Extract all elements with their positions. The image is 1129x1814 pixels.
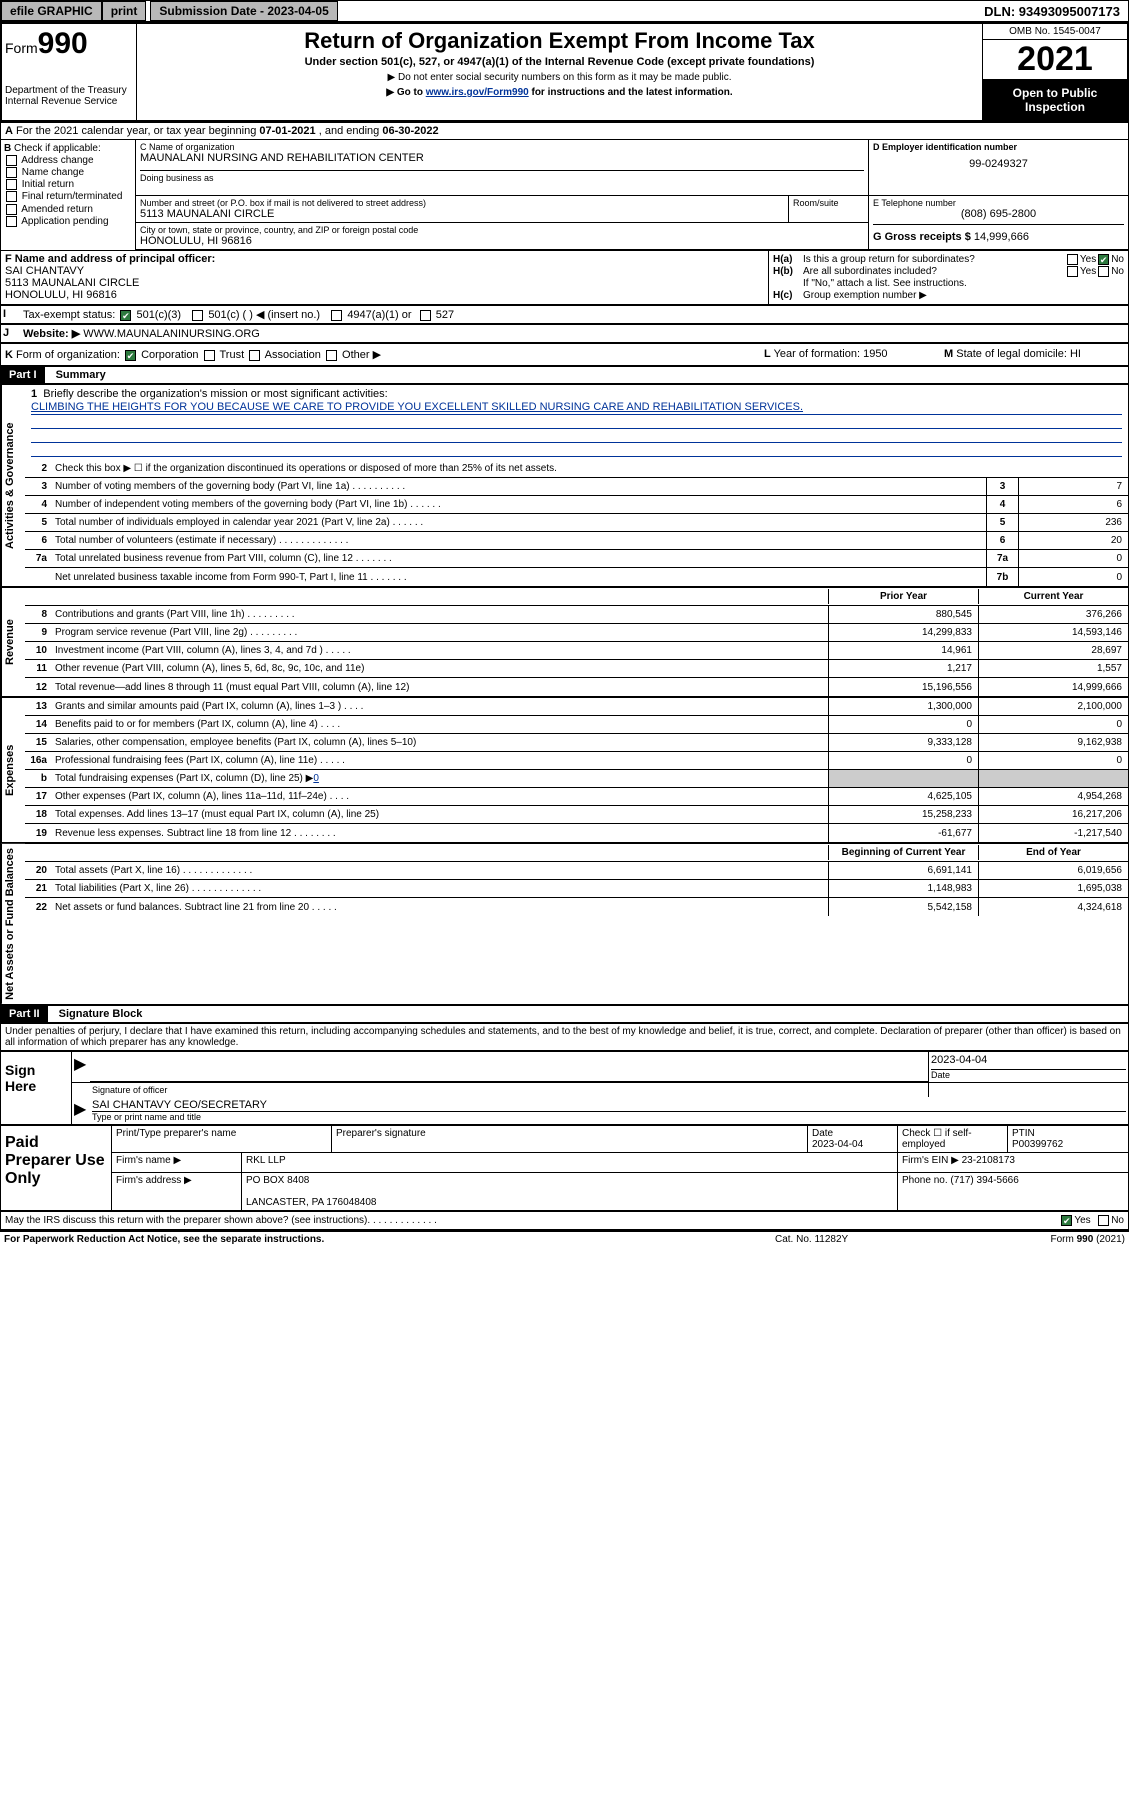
dba-label: Doing business as — [140, 173, 864, 183]
org-name: MAUNALANI NURSING AND REHABILITATION CEN… — [140, 152, 864, 164]
col-f: F Name and address of principal officer:… — [1, 251, 768, 304]
chk-501c3[interactable]: ✔ — [120, 310, 131, 321]
footer: For Paperwork Reduction Act Notice, see … — [0, 1230, 1129, 1247]
form-note1: ▶ Do not enter social security numbers o… — [141, 72, 978, 83]
ein-label: D Employer identification number — [873, 142, 1124, 152]
phone-value: (808) 695-2800 — [873, 208, 1124, 220]
c-addr-row: Number and street (or P.O. box if mail i… — [136, 196, 1128, 250]
mission-text: CLIMBING THE HEIGHTS FOR YOU BECAUSE WE … — [31, 400, 1122, 415]
header-right: OMB No. 1545-0047 2021 Open to Public In… — [982, 24, 1127, 120]
website-value: WWW.MAUNALANINURSING.ORG — [83, 328, 260, 340]
side-exp: Expenses — [1, 698, 25, 842]
submission-date: Submission Date - 2023-04-05 — [150, 1, 337, 21]
chk-final[interactable] — [6, 191, 17, 202]
chk-527[interactable] — [420, 310, 431, 321]
col-b: B Check if applicable: Address change Na… — [1, 140, 136, 250]
discuss-no[interactable] — [1098, 1215, 1109, 1226]
chk-trust[interactable] — [204, 350, 215, 361]
gross-label: G Gross receipts $ — [873, 231, 974, 243]
print-button[interactable]: print — [102, 1, 147, 21]
ha-yes[interactable] — [1067, 254, 1078, 265]
form-990: 990 — [38, 27, 88, 60]
col-h: H(a)Is this a group return for subordina… — [768, 251, 1128, 304]
header-left: Form990 Department of the Treasury Inter… — [2, 24, 137, 120]
addr-label: Number and street (or P.O. box if mail i… — [140, 198, 784, 208]
city-label: City or town, state or province, country… — [140, 225, 864, 235]
revenue-section: Revenue Prior YearCurrent Year 8Contribu… — [0, 587, 1129, 697]
side-ag: Activities & Governance — [1, 385, 25, 586]
gross-value: 14,999,666 — [974, 231, 1029, 243]
paid-preparer-block: Paid Preparer Use Only Print/Type prepar… — [0, 1125, 1129, 1211]
chk-amended[interactable] — [6, 204, 17, 215]
tax-year: 2021 — [983, 40, 1127, 80]
part-i-header: Part I Summary — [0, 366, 1129, 384]
block-b-to-g: B Check if applicable: Address change Na… — [0, 140, 1129, 250]
open-public: Open to Public Inspection — [983, 80, 1127, 120]
sign-date: 2023-04-04 — [931, 1054, 1126, 1070]
row-i: I Tax-exempt status: ✔ 501(c)(3) 501(c) … — [0, 305, 1129, 324]
row-k-l-m: K Form of organization: ✔ Corporation Tr… — [0, 343, 1129, 366]
side-rev: Revenue — [1, 588, 25, 696]
omb-number: OMB No. 1545-0047 — [983, 24, 1127, 40]
paid-label: Paid Preparer Use Only — [1, 1126, 111, 1210]
form-title: Return of Organization Exempt From Incom… — [141, 28, 978, 54]
part-ii-header: Part II Signature Block — [0, 1005, 1129, 1023]
form-note2: ▶ Go to www.irs.gov/Form990 for instruct… — [141, 87, 978, 98]
city-value: HONOLULU, HI 96816 — [140, 235, 864, 247]
ha-no[interactable]: ✔ — [1098, 254, 1109, 265]
row-a: A For the 2021 calendar year, or tax yea… — [0, 122, 1129, 140]
form-subtitle: Under section 501(c), 527, or 4947(a)(1)… — [141, 56, 978, 68]
officer-addr: 5113 MAUNALANI CIRCLE — [5, 277, 764, 289]
form-prefix: Form — [5, 40, 38, 56]
chk-4947[interactable] — [331, 310, 342, 321]
efile-label: efile GRAPHIC — [1, 1, 102, 21]
dln-label: DLN: 93493095007173 — [976, 2, 1128, 21]
form-container: efile GRAPHIC print Submission Date - 20… — [0, 0, 1129, 1247]
room-label: Room/suite — [788, 196, 868, 222]
chk-name[interactable] — [6, 167, 17, 178]
chk-corp[interactable]: ✔ — [125, 350, 136, 361]
hb-yes[interactable] — [1067, 266, 1078, 277]
col-d: D Employer identification number 99-0249… — [868, 140, 1128, 195]
sign-label: Sign Here — [1, 1052, 71, 1124]
officer-name: SAI CHANTAVY — [5, 265, 764, 277]
row-j: J Website: ▶ WWW.MAUNALANINURSING.ORG — [0, 324, 1129, 343]
dept-label: Department of the Treasury Internal Reve… — [5, 85, 133, 107]
phone-label: E Telephone number — [873, 198, 1124, 208]
sign-block: Sign Here ▶ 2023-04-04Date Signature of … — [0, 1051, 1129, 1125]
irs-link[interactable]: www.irs.gov/Form990 — [426, 87, 529, 98]
chk-501c[interactable] — [192, 310, 203, 321]
discuss-row: May the IRS discuss this return with the… — [0, 1211, 1129, 1230]
ein-value: 99-0249327 — [873, 158, 1124, 170]
col-c-main: C Name of organization MAUNALANI NURSING… — [136, 140, 1128, 250]
block-f-h: F Name and address of principal officer:… — [0, 250, 1129, 305]
net-assets-section: Net Assets or Fund Balances Beginning of… — [0, 843, 1129, 1005]
declaration: Under penalties of perjury, I declare th… — [0, 1023, 1129, 1051]
discuss-yes[interactable]: ✔ — [1061, 1215, 1072, 1226]
activities-governance: Activities & Governance 1 Briefly descri… — [0, 384, 1129, 587]
c-name-label: C Name of organization — [140, 142, 864, 152]
c-name-row: C Name of organization MAUNALANI NURSING… — [136, 140, 1128, 196]
signer-name: SAI CHANTAVY CEO/SECRETARY — [92, 1099, 1126, 1112]
chk-assoc[interactable] — [249, 350, 260, 361]
addr-value: 5113 MAUNALANI CIRCLE — [140, 208, 784, 220]
expenses-section: Expenses 13Grants and similar amounts pa… — [0, 697, 1129, 843]
chk-other[interactable] — [326, 350, 337, 361]
form-number: Form990 — [5, 27, 133, 61]
chk-pending[interactable] — [6, 216, 17, 227]
officer-city: HONOLULU, HI 96816 — [5, 289, 764, 301]
chk-initial[interactable] — [6, 179, 17, 190]
chk-address[interactable] — [6, 155, 17, 166]
header-mid: Return of Organization Exempt From Incom… — [137, 24, 982, 120]
top-toolbar: efile GRAPHIC print Submission Date - 20… — [0, 0, 1129, 22]
firm-name: RKL LLP — [242, 1153, 898, 1172]
hb-no[interactable] — [1098, 266, 1109, 277]
side-net: Net Assets or Fund Balances — [1, 844, 25, 1004]
form-header: Form990 Department of the Treasury Inter… — [0, 22, 1129, 122]
